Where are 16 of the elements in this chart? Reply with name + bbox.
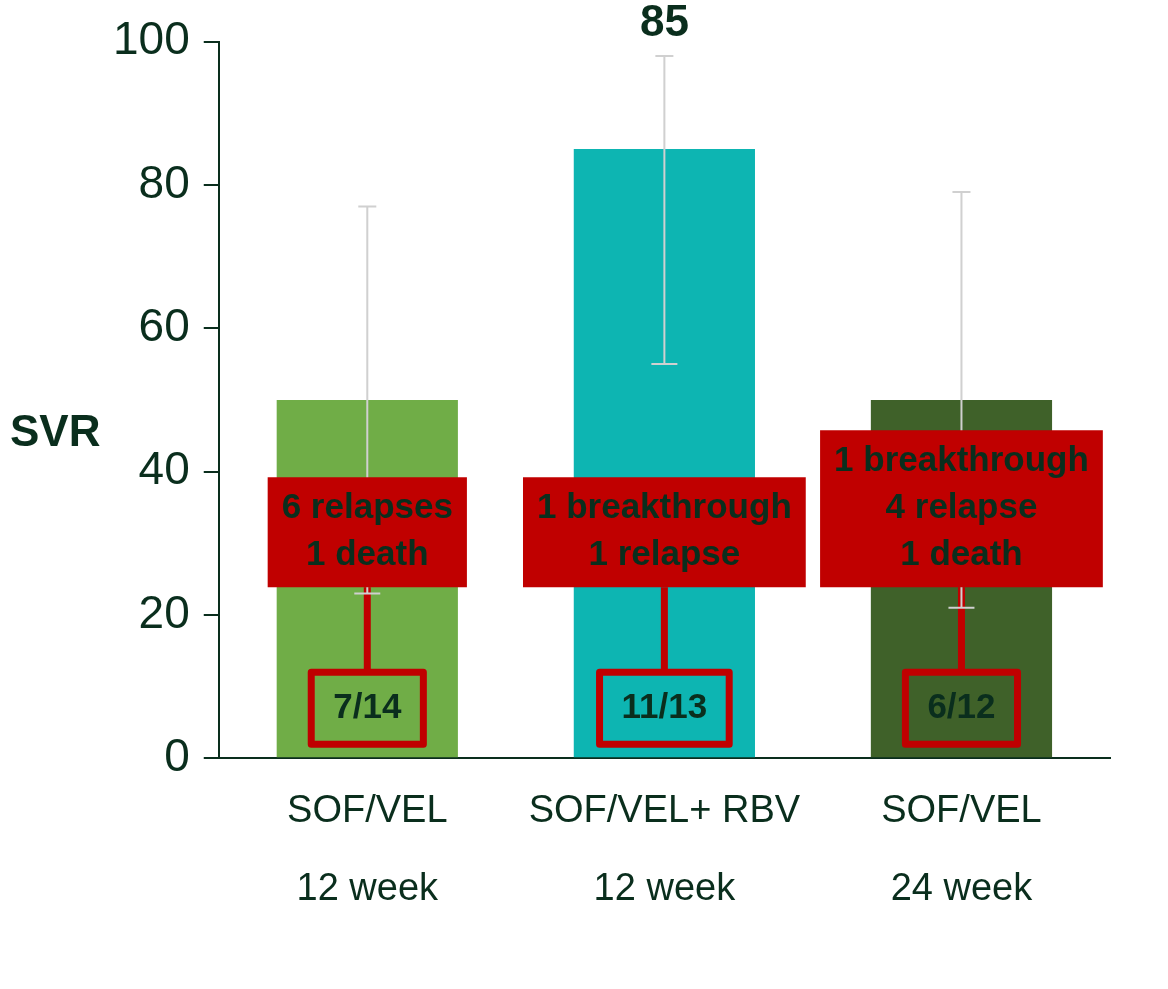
annotation: 1 breakthrough 4 relapse 1 death	[834, 439, 1089, 573]
y-tick-label: 100	[113, 12, 190, 65]
y-axis-title: SVR	[10, 406, 101, 456]
y-tick-label: 20	[138, 585, 190, 638]
y-tick-label: 0	[164, 728, 190, 781]
annotation: 11/13	[621, 685, 708, 725]
x-tick-label: SOF/VEL+ RBV 12 week	[528, 787, 801, 908]
annotation: 6 relapses 1 death	[281, 486, 453, 573]
annotation: 7/14	[333, 685, 402, 725]
y-tick-label: 80	[138, 155, 190, 208]
annotation: 1 breakthrough 1 relapse	[536, 486, 792, 573]
data-label: 85	[639, 0, 689, 46]
y-tick-label: 60	[138, 298, 190, 351]
x-tick-label: SOF/VEL 24 week	[881, 787, 1042, 908]
x-tick-label: SOF/VEL 12 week	[287, 787, 448, 908]
y-tick-label: 40	[138, 442, 190, 495]
